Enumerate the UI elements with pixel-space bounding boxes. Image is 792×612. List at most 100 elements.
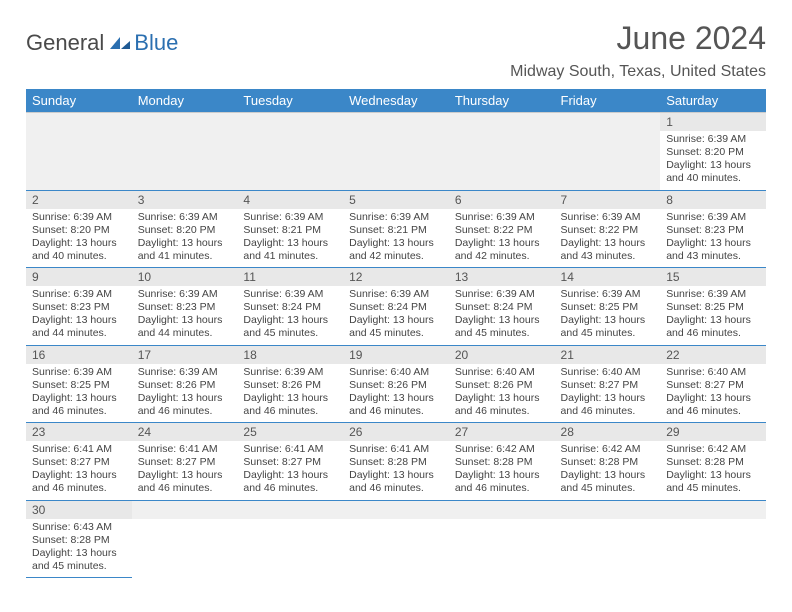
- day-cell: [449, 131, 555, 190]
- sunset-text: Sunset: 8:22 PM: [455, 224, 549, 237]
- sunset-text: Sunset: 8:24 PM: [243, 301, 337, 314]
- day-number: 8: [660, 190, 766, 209]
- day-cell: Sunrise: 6:39 AMSunset: 8:21 PMDaylight:…: [237, 209, 343, 268]
- day-number: 28: [555, 423, 661, 442]
- sunrise-text: Sunrise: 6:39 AM: [561, 211, 655, 224]
- day-number: [132, 500, 238, 519]
- sunrise-text: Sunrise: 6:39 AM: [138, 366, 232, 379]
- day-number: 7: [555, 190, 661, 209]
- day-number: 19: [343, 345, 449, 364]
- sunrise-text: Sunrise: 6:39 AM: [32, 288, 126, 301]
- sunset-text: Sunset: 8:21 PM: [243, 224, 337, 237]
- sunset-text: Sunset: 8:28 PM: [349, 456, 443, 469]
- day-number: 5: [343, 190, 449, 209]
- day-number: 14: [555, 268, 661, 287]
- daylight-text: Daylight: 13 hours and 41 minutes.: [138, 237, 232, 263]
- sunset-text: Sunset: 8:21 PM: [349, 224, 443, 237]
- day-cell: Sunrise: 6:41 AMSunset: 8:27 PMDaylight:…: [26, 441, 132, 500]
- sunrise-text: Sunrise: 6:41 AM: [32, 443, 126, 456]
- sunset-text: Sunset: 8:23 PM: [138, 301, 232, 314]
- sunset-text: Sunset: 8:20 PM: [138, 224, 232, 237]
- daylight-text: Daylight: 13 hours and 43 minutes.: [561, 237, 655, 263]
- title-block: June 2024 Midway South, Texas, United St…: [510, 20, 766, 81]
- day-number: [237, 500, 343, 519]
- day-cell: Sunrise: 6:39 AMSunset: 8:25 PMDaylight:…: [660, 286, 766, 345]
- sunset-text: Sunset: 8:27 PM: [138, 456, 232, 469]
- day-number: [660, 500, 766, 519]
- detail-row: Sunrise: 6:39 AMSunset: 8:20 PMDaylight:…: [26, 131, 766, 190]
- day-cell: Sunrise: 6:39 AMSunset: 8:24 PMDaylight:…: [237, 286, 343, 345]
- sunset-text: Sunset: 8:22 PM: [561, 224, 655, 237]
- day-number: [449, 500, 555, 519]
- sunset-text: Sunset: 8:27 PM: [32, 456, 126, 469]
- day-cell: [132, 519, 238, 578]
- sunset-text: Sunset: 8:27 PM: [666, 379, 760, 392]
- sunset-text: Sunset: 8:25 PM: [561, 301, 655, 314]
- day-cell: [237, 131, 343, 190]
- day-number: 12: [343, 268, 449, 287]
- weekday-saturday: Saturday: [660, 89, 766, 113]
- day-cell: [449, 519, 555, 578]
- sunset-text: Sunset: 8:27 PM: [561, 379, 655, 392]
- day-number: 24: [132, 423, 238, 442]
- sunrise-text: Sunrise: 6:39 AM: [138, 211, 232, 224]
- day-number: 6: [449, 190, 555, 209]
- day-cell: Sunrise: 6:39 AMSunset: 8:24 PMDaylight:…: [449, 286, 555, 345]
- location-label: Midway South, Texas, United States: [510, 63, 766, 81]
- day-cell: [555, 519, 661, 578]
- sunrise-text: Sunrise: 6:39 AM: [455, 288, 549, 301]
- day-cell: Sunrise: 6:39 AMSunset: 8:23 PMDaylight:…: [132, 286, 238, 345]
- day-cell: Sunrise: 6:40 AMSunset: 8:26 PMDaylight:…: [449, 364, 555, 423]
- daylight-text: Daylight: 13 hours and 46 minutes.: [138, 469, 232, 495]
- day-number: 4: [237, 190, 343, 209]
- sunset-text: Sunset: 8:23 PM: [666, 224, 760, 237]
- day-cell: Sunrise: 6:41 AMSunset: 8:27 PMDaylight:…: [237, 441, 343, 500]
- day-cell: Sunrise: 6:43 AMSunset: 8:28 PMDaylight:…: [26, 519, 132, 578]
- sunset-text: Sunset: 8:24 PM: [349, 301, 443, 314]
- weekday-friday: Friday: [555, 89, 661, 113]
- day-cell: Sunrise: 6:42 AMSunset: 8:28 PMDaylight:…: [555, 441, 661, 500]
- day-number: [343, 113, 449, 132]
- sunrise-text: Sunrise: 6:39 AM: [32, 366, 126, 379]
- day-number: 11: [237, 268, 343, 287]
- sunset-text: Sunset: 8:28 PM: [455, 456, 549, 469]
- daylight-text: Daylight: 13 hours and 45 minutes.: [666, 469, 760, 495]
- sunset-text: Sunset: 8:27 PM: [243, 456, 337, 469]
- daynum-row: 16171819202122: [26, 345, 766, 364]
- day-cell: Sunrise: 6:39 AMSunset: 8:25 PMDaylight:…: [26, 364, 132, 423]
- sunrise-text: Sunrise: 6:40 AM: [455, 366, 549, 379]
- day-cell: Sunrise: 6:41 AMSunset: 8:28 PMDaylight:…: [343, 441, 449, 500]
- weekday-tuesday: Tuesday: [237, 89, 343, 113]
- day-cell: [343, 131, 449, 190]
- sunset-text: Sunset: 8:20 PM: [32, 224, 126, 237]
- daynum-row: 23242526272829: [26, 423, 766, 442]
- day-number: 9: [26, 268, 132, 287]
- sunrise-text: Sunrise: 6:39 AM: [455, 211, 549, 224]
- sunrise-text: Sunrise: 6:42 AM: [666, 443, 760, 456]
- sunrise-text: Sunrise: 6:40 AM: [349, 366, 443, 379]
- weekday-wednesday: Wednesday: [343, 89, 449, 113]
- day-number: 16: [26, 345, 132, 364]
- day-number: 3: [132, 190, 238, 209]
- sunset-text: Sunset: 8:28 PM: [561, 456, 655, 469]
- day-number: 2: [26, 190, 132, 209]
- detail-row: Sunrise: 6:39 AMSunset: 8:23 PMDaylight:…: [26, 286, 766, 345]
- day-cell: [660, 519, 766, 578]
- sunrise-text: Sunrise: 6:40 AM: [561, 366, 655, 379]
- daylight-text: Daylight: 13 hours and 43 minutes.: [666, 237, 760, 263]
- sunset-text: Sunset: 8:26 PM: [243, 379, 337, 392]
- daylight-text: Daylight: 13 hours and 42 minutes.: [349, 237, 443, 263]
- day-cell: [555, 131, 661, 190]
- sunrise-text: Sunrise: 6:42 AM: [455, 443, 549, 456]
- detail-row: Sunrise: 6:39 AMSunset: 8:25 PMDaylight:…: [26, 364, 766, 423]
- sunrise-text: Sunrise: 6:39 AM: [243, 211, 337, 224]
- day-cell: Sunrise: 6:42 AMSunset: 8:28 PMDaylight:…: [660, 441, 766, 500]
- sunrise-text: Sunrise: 6:40 AM: [666, 366, 760, 379]
- detail-row: Sunrise: 6:39 AMSunset: 8:20 PMDaylight:…: [26, 209, 766, 268]
- day-number: [237, 113, 343, 132]
- sunrise-text: Sunrise: 6:39 AM: [349, 288, 443, 301]
- daylight-text: Daylight: 13 hours and 40 minutes.: [666, 159, 760, 185]
- sunrise-text: Sunrise: 6:39 AM: [561, 288, 655, 301]
- day-cell: Sunrise: 6:40 AMSunset: 8:26 PMDaylight:…: [343, 364, 449, 423]
- day-cell: [237, 519, 343, 578]
